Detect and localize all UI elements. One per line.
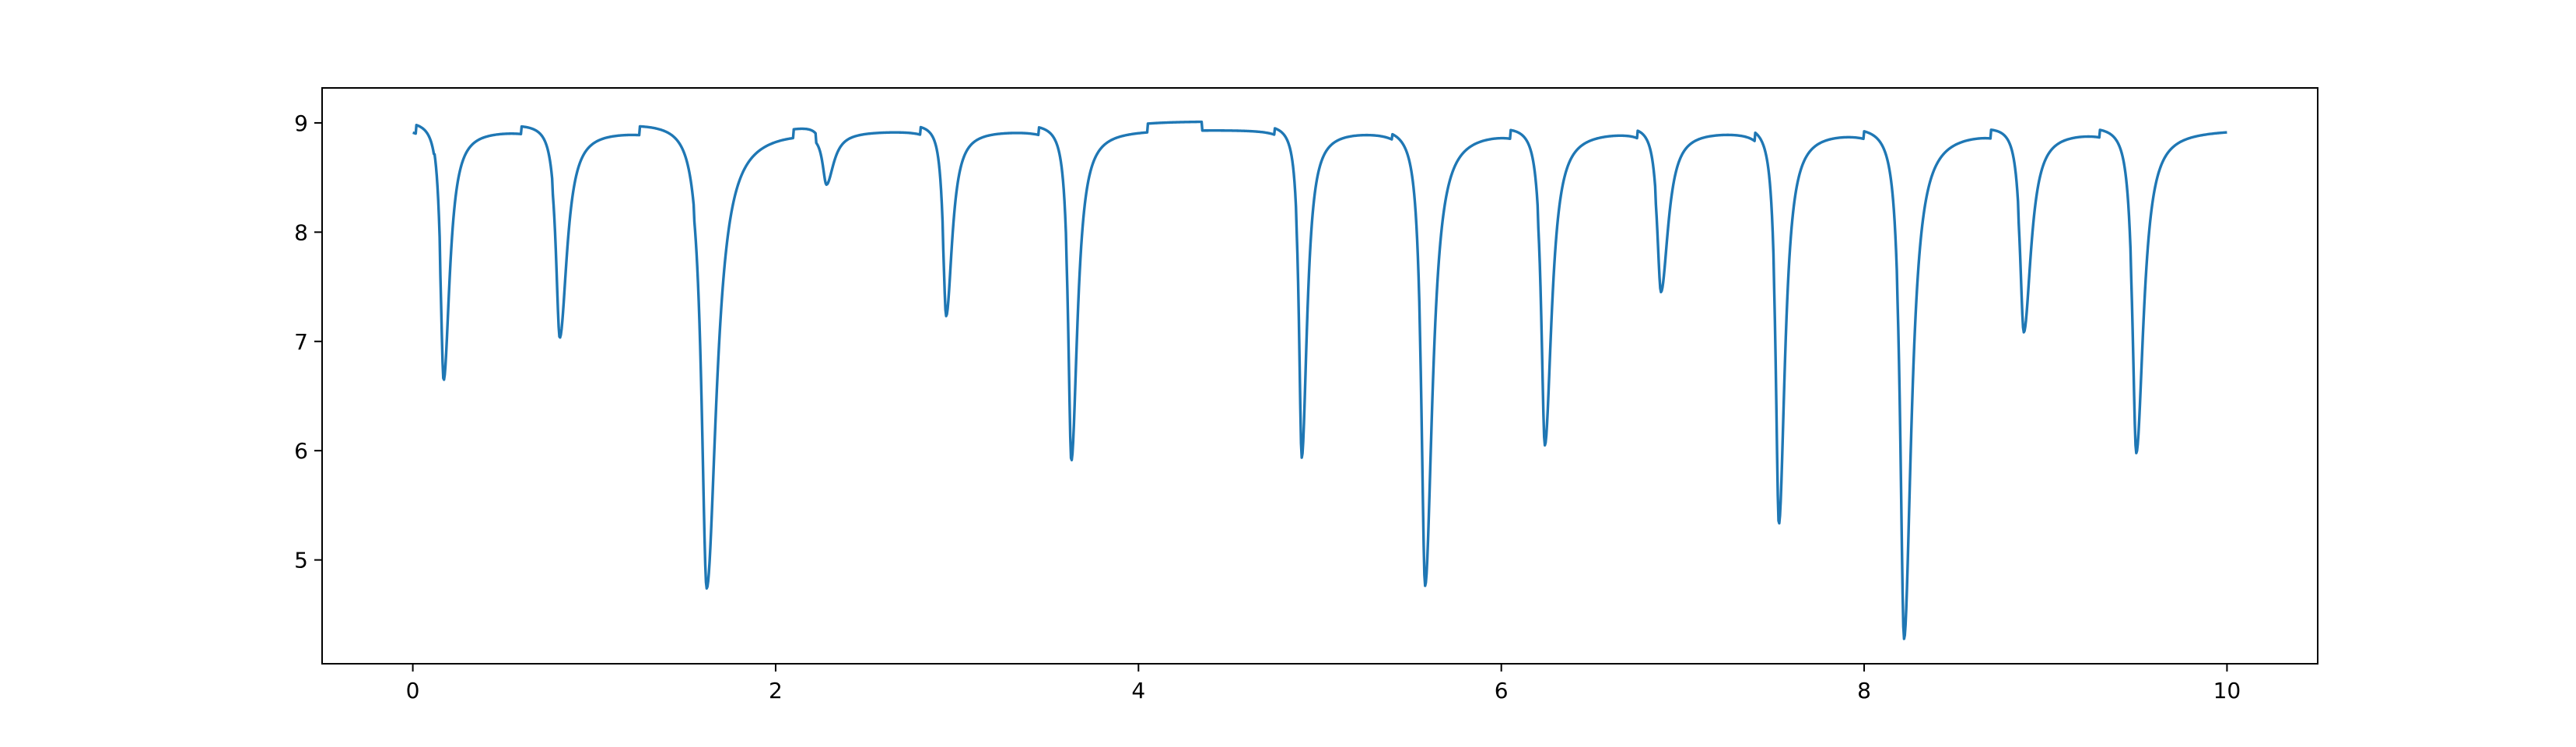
series-line: [412, 120, 2228, 640]
y-tick-label: 9: [294, 110, 308, 136]
axes-frame: [321, 87, 2318, 665]
x-axis: 0 2 4 6 8 10: [406, 664, 2241, 703]
x-tick-label: 0: [406, 678, 420, 703]
y-tick-label: 7: [294, 329, 308, 355]
y-tick-label: 6: [294, 438, 308, 464]
x-tick-label: 8: [1857, 678, 1871, 703]
x-tick-label: 4: [1131, 678, 1145, 703]
x-tick-label: 2: [769, 678, 783, 703]
plot-area: [412, 120, 2228, 640]
x-tick-label: 6: [1495, 678, 1509, 703]
y-tick-label: 8: [294, 219, 308, 245]
x-tick-label: 10: [2213, 678, 2241, 703]
y-axis: 5 6 7 8 9: [294, 110, 322, 573]
y-tick-label: 5: [294, 548, 308, 573]
